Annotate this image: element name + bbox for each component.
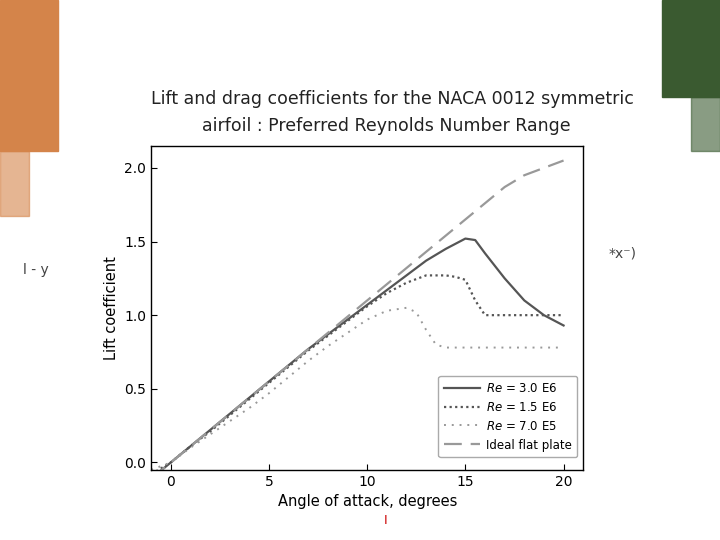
Text: *x⁻): *x⁻) [609,247,636,261]
Bar [0,0,58,151]
Bar [691,97,720,151]
Bar [662,0,720,97]
Bar [0,151,29,216]
X-axis label: Angle of attack, degrees: Angle of attack, degrees [277,494,457,509]
Text: I: I [383,514,387,526]
Text: airfoil : Preferred Reynolds Number Range: airfoil : Preferred Reynolds Number Rang… [202,117,570,135]
Y-axis label: Lift coefficient: Lift coefficient [104,256,119,360]
Text: Lift and drag coefficients for the NACA 0012 symmetric: Lift and drag coefficients for the NACA … [151,90,634,108]
Legend: $Re$ = 3.0 E6, $Re$ = 1.5 E6, $Re$ = 7.0 E5, Ideal flat plate: $Re$ = 3.0 E6, $Re$ = 1.5 E6, $Re$ = 7.0… [438,376,577,457]
Text: l - y: l - y [23,263,49,277]
